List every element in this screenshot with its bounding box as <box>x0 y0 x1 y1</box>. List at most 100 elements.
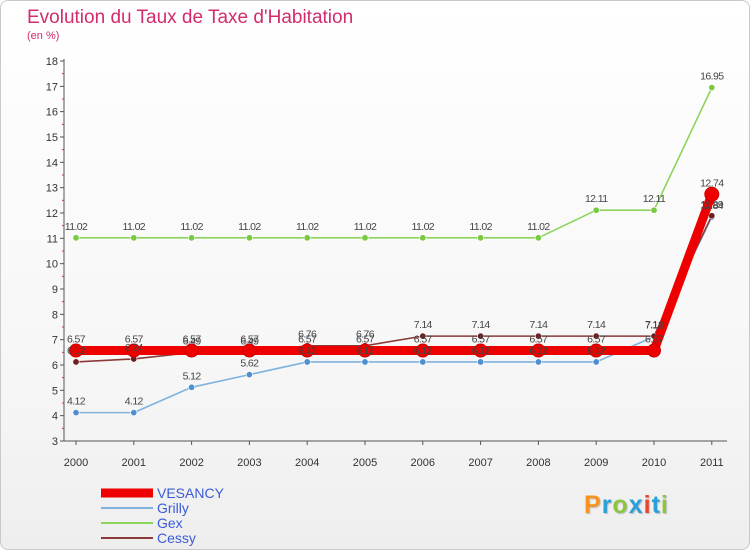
x-tick-label: 2006 <box>411 457 435 469</box>
data-label-cessy: 7.14 <box>529 319 548 331</box>
data-point-cessy <box>534 332 542 340</box>
y-tick-label: 10 <box>46 259 58 271</box>
y-tick-label: 14 <box>46 157 58 169</box>
logo-letter: i <box>660 491 669 519</box>
x-tick-label: 2005 <box>353 457 377 469</box>
data-point-gex <box>650 206 658 214</box>
data-label-vesancy: 6.57 <box>298 334 317 346</box>
data-point-cessy <box>708 212 716 220</box>
data-point-vesancy <box>126 343 141 358</box>
data-point-gex <box>303 234 311 242</box>
data-label-gex: 11.02 <box>354 221 377 233</box>
data-label-gex: 11.02 <box>238 221 261 233</box>
x-tick-label: 2009 <box>584 457 608 469</box>
series-line-gex <box>75 86 713 239</box>
data-label-vesancy: 6.57 <box>67 334 86 346</box>
x-tick-label: 2000 <box>64 457 88 469</box>
series-line-grilly <box>75 216 713 414</box>
data-label-gex: 11.02 <box>527 221 550 233</box>
logo-letter: t <box>651 491 661 519</box>
data-label-gex: 11.02 <box>180 221 203 233</box>
data-point-grilly <box>303 358 311 366</box>
logo-letter: P <box>584 491 602 519</box>
data-label-cessy: 6.49 <box>240 336 259 348</box>
data-label-grilly: 6.12 <box>529 345 548 357</box>
data-point-gex <box>708 84 716 92</box>
data-label-grilly: 6.12 <box>472 345 491 357</box>
data-label-cessy: 6.12 <box>67 345 86 357</box>
y-tick-label: 16 <box>46 107 58 119</box>
data-label-grilly: 6.12 <box>356 345 375 357</box>
data-point-gex <box>361 234 369 242</box>
data-label-cessy: 6.49 <box>183 336 202 348</box>
data-label-cessy: 11.89 <box>701 199 724 211</box>
data-label-cessy: 7.14 <box>645 319 664 331</box>
data-point-grilly <box>72 409 80 417</box>
x-tick-label: 2002 <box>179 457 203 469</box>
y-tick-label: 13 <box>46 183 58 195</box>
y-tick-label: 5 <box>52 385 58 397</box>
data-point-grilly <box>592 358 600 366</box>
data-point-vesancy <box>473 343 488 358</box>
y-tick-label: 11 <box>47 233 58 245</box>
data-label-grilly: 6.12 <box>298 345 317 357</box>
data-label-gex: 12.11 <box>643 193 666 205</box>
data-label-gex: 16.95 <box>700 71 724 83</box>
data-point-vesancy <box>300 343 315 358</box>
legend-label-grilly: Grilly <box>157 500 189 516</box>
data-point-cessy <box>592 332 600 340</box>
data-point-grilly <box>188 383 196 391</box>
data-point-gex <box>188 234 196 242</box>
y-tick-label: 6 <box>52 360 58 372</box>
data-label-vesancy: 6.57 <box>587 334 606 346</box>
data-label-grilly: 11.84 <box>701 200 724 212</box>
data-label-grilly: 6.12 <box>587 345 606 357</box>
y-tick-label: 17 <box>46 81 58 93</box>
y-tick-label: 12 <box>46 208 58 220</box>
data-label-vesancy: 6.57 <box>356 334 375 346</box>
data-point-vesancy <box>184 343 199 358</box>
data-point-gex <box>130 234 138 242</box>
data-label-grilly: 7.12 <box>645 320 664 332</box>
y-tick-label: 4 <box>52 411 58 423</box>
data-point-vesancy <box>69 343 83 358</box>
data-label-cessy: 6.76 <box>298 329 317 341</box>
data-label-vesancy: 12.74 <box>700 177 724 189</box>
data-point-grilly <box>534 358 542 366</box>
data-labels: 11.02 11.02 11.02 11.02 11.02 11.02 11.02 11.02… <box>65 71 725 408</box>
data-point-cessy <box>477 332 485 340</box>
data-label-gex: 11.02 <box>296 221 319 233</box>
logo-letter: x <box>628 491 644 519</box>
x-tick-label: 2003 <box>237 457 261 469</box>
data-label-vesancy: 6.57 <box>240 334 259 346</box>
data-label-grilly: 4.12 <box>67 396 86 408</box>
legend-label-cessy: Cessy <box>157 530 196 546</box>
data-label-gex: 11.02 <box>469 221 492 233</box>
data-point-grilly <box>477 358 485 366</box>
data-label-vesancy: 6.57 <box>414 334 433 346</box>
y-tick-label: 8 <box>52 309 58 321</box>
x-tick-label: 2008 <box>526 457 550 469</box>
data-label-grilly: 5.62 <box>240 358 259 370</box>
x-tick-label: 2001 <box>122 457 146 469</box>
data-point-gex <box>419 234 427 242</box>
x-tick-label: 2010 <box>642 457 666 469</box>
data-label-cessy: 7.14 <box>587 319 606 331</box>
data-label-gex: 11.02 <box>123 221 146 233</box>
data-point-vesancy <box>647 343 661 358</box>
y-tick-label: 18 <box>46 56 58 68</box>
legend-label-gex: Gex <box>157 515 183 531</box>
data-point-vesancy <box>242 343 257 358</box>
data-point-cessy <box>419 332 427 340</box>
data-label-gex: 11.02 <box>65 221 88 233</box>
logo-letter: r <box>601 491 613 519</box>
data-label-grilly: 6.12 <box>414 345 433 357</box>
proxiti-logo: Proxiti <box>584 491 669 520</box>
data-label-cessy: 6.76 <box>356 329 375 341</box>
data-label-vesancy: 6.57 <box>645 334 664 346</box>
legend-label-vesancy: VESANCY <box>157 485 225 501</box>
data-point-gex <box>592 206 600 214</box>
